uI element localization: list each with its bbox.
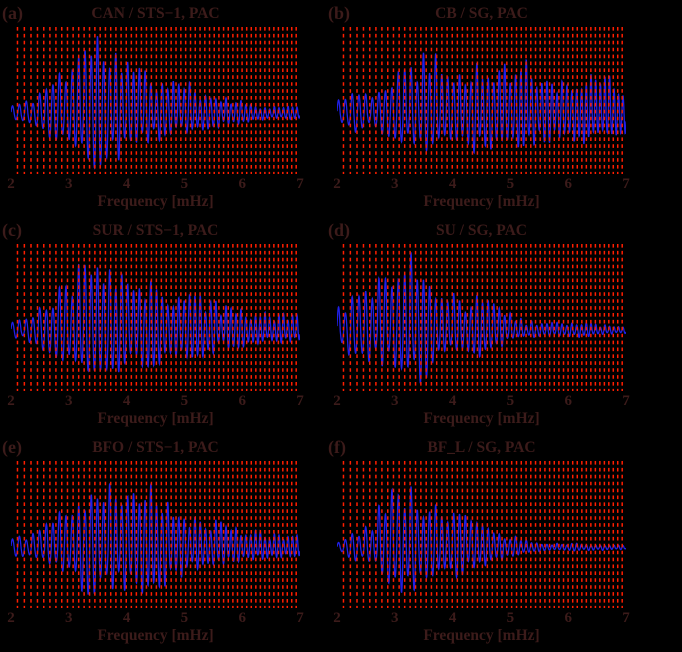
x-tick-label: 3 bbox=[391, 176, 399, 192]
x-tick-label: 6 bbox=[564, 610, 572, 626]
panel-label-f: (f) bbox=[328, 437, 346, 457]
spectrum-plot-a bbox=[11, 27, 300, 174]
x-tick-label: 4 bbox=[122, 393, 131, 409]
spectrum-trace bbox=[11, 36, 300, 170]
x-tick-label: 7 bbox=[296, 610, 304, 626]
x-axis-ticks-a: 2 3 4 5 6 7 bbox=[7, 175, 304, 194]
panel-title-d: SU / SG, PAC bbox=[435, 222, 527, 239]
x-tick-label: 2 bbox=[7, 393, 15, 409]
x-axis-ticks-b: 2 3 4 5 6 7 bbox=[333, 175, 630, 194]
x-tick-label: 6 bbox=[564, 393, 572, 409]
x-tick-label: 6 bbox=[238, 176, 246, 192]
x-tick-label: 7 bbox=[622, 393, 630, 409]
x-tick-label: 6 bbox=[238, 393, 246, 409]
x-tick-label: 4 bbox=[448, 393, 457, 409]
x-tick-label: 5 bbox=[506, 393, 515, 409]
x-tick-label: 7 bbox=[296, 393, 304, 409]
panel-e: (e) BFO / STS−1, PAC 2 3 4 5 6 7 Frequency [m… bbox=[0, 434, 326, 652]
x-axis-label-a: Frequency [mHz] bbox=[97, 193, 214, 210]
panel-c: (c) SUR / STS−1, PAC 2 3 4 5 6 7 Frequency [m… bbox=[0, 217, 326, 434]
x-tick-label: 4 bbox=[448, 176, 457, 192]
x-axis-label-f: Frequency [mHz] bbox=[423, 627, 540, 644]
spectrum-trace bbox=[337, 52, 626, 155]
spectrum-plot-e bbox=[11, 461, 300, 608]
panel-title-c: SUR / STS−1, PAC bbox=[92, 222, 219, 239]
spectrum-plot-b bbox=[337, 27, 626, 174]
panel-label-b: (b) bbox=[328, 3, 350, 23]
spectrum-trace bbox=[337, 252, 626, 385]
x-tick-label: 7 bbox=[622, 610, 630, 626]
x-tick-label: 2 bbox=[7, 610, 15, 626]
x-tick-label: 2 bbox=[333, 393, 341, 409]
x-tick-label: 4 bbox=[122, 176, 131, 192]
x-tick-label: 3 bbox=[65, 176, 73, 192]
x-axis-ticks-e: 2 3 4 5 6 7 bbox=[7, 609, 304, 628]
x-axis-label-b: Frequency [mHz] bbox=[423, 193, 540, 210]
panel-a: (a) CAN / STS−1, PAC 2 3 4 5 6 7 Frequency [m… bbox=[0, 0, 326, 217]
panel-b: (b) CB / SG, PAC 2 3 4 5 6 7 Frequency [mHz] bbox=[326, 0, 682, 217]
x-tick-label: 7 bbox=[622, 176, 630, 192]
panel-title-a: CAN / STS−1, PAC bbox=[91, 5, 220, 22]
x-axis-ticks-f: 2 3 4 5 6 7 bbox=[333, 609, 630, 628]
x-tick-label: 2 bbox=[333, 176, 341, 192]
panel-f: (f) BF_L / SG, PAC 2 3 4 5 6 7 Frequency [mHz… bbox=[326, 434, 682, 652]
x-tick-label: 5 bbox=[180, 176, 189, 192]
x-tick-label: 3 bbox=[391, 610, 399, 626]
panel-label-c: (c) bbox=[2, 220, 22, 240]
x-tick-label: 3 bbox=[391, 393, 399, 409]
x-axis-ticks-c: 2 3 4 5 6 7 bbox=[7, 392, 304, 411]
x-tick-label: 5 bbox=[180, 393, 189, 409]
x-tick-label: 2 bbox=[7, 176, 15, 192]
x-tick-label: 4 bbox=[122, 610, 131, 626]
panel-d: (d) SU / SG, PAC 2 3 4 5 6 7 Frequency [mHz] bbox=[326, 217, 682, 434]
spectrum-trace bbox=[11, 263, 300, 373]
x-tick-label: 6 bbox=[238, 610, 246, 626]
x-axis-label-d: Frequency [mHz] bbox=[423, 410, 540, 427]
x-axis-label-e: Frequency [mHz] bbox=[97, 627, 214, 644]
x-axis-label-c: Frequency [mHz] bbox=[97, 410, 214, 427]
spectrum-plot-d bbox=[337, 244, 626, 391]
spectrum-plot-c bbox=[11, 244, 300, 391]
spectrum-trace bbox=[337, 486, 626, 593]
panel-title-e: BFO / STS−1, PAC bbox=[92, 439, 219, 456]
panel-label-e: (e) bbox=[2, 437, 22, 457]
x-tick-label: 3 bbox=[65, 610, 73, 626]
x-tick-label: 5 bbox=[180, 610, 189, 626]
spectrum-trace bbox=[11, 483, 300, 596]
x-tick-label: 7 bbox=[296, 176, 304, 192]
x-axis-ticks-d: 2 3 4 5 6 7 bbox=[333, 392, 630, 411]
x-tick-label: 6 bbox=[564, 176, 572, 192]
spectrum-plot-f bbox=[337, 461, 626, 608]
panel-title-f: BF_L / SG, PAC bbox=[427, 439, 536, 456]
x-tick-label: 3 bbox=[65, 393, 73, 409]
x-tick-label: 5 bbox=[506, 610, 515, 626]
x-tick-label: 5 bbox=[506, 176, 515, 192]
panel-label-d: (d) bbox=[328, 220, 350, 240]
x-tick-label: 4 bbox=[448, 610, 457, 626]
x-tick-label: 2 bbox=[333, 610, 341, 626]
panel-title-b: CB / SG, PAC bbox=[435, 5, 528, 22]
panel-label-a: (a) bbox=[2, 3, 23, 23]
